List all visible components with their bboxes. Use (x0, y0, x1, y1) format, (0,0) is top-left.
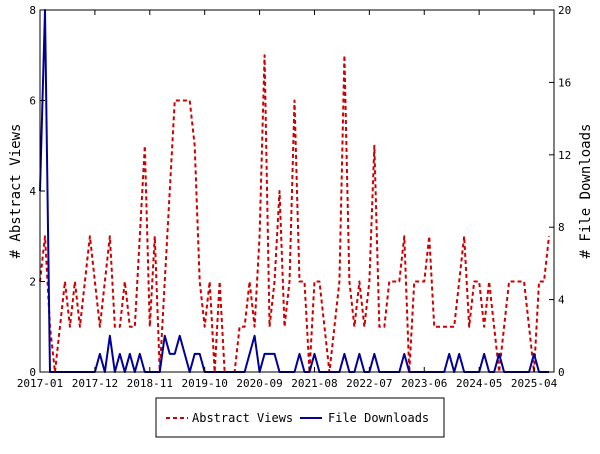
y-right-tick-label: 16 (558, 76, 571, 89)
legend-box (155, 397, 445, 438)
x-tick-label: 2018-11 (127, 377, 173, 390)
legend-label-file-downloads: File Downloads (328, 411, 429, 425)
y-left-tick-label: 4 (29, 185, 36, 198)
y-left-tick-label: 2 (29, 276, 36, 289)
series-line-abstract-views (39, 54, 551, 373)
x-tick-label: 2017-12 (72, 377, 118, 390)
y-right-axis-title: # File Downloads (578, 124, 594, 259)
x-tick-label: 2022-07 (346, 377, 392, 390)
series-line-file-downloads (39, 9, 550, 373)
series-layer (39, 9, 551, 373)
y-right-tick-label: 8 (558, 221, 565, 234)
tick-layer: 0 2 4 6 8 0 4 8 12 16 20 2017-01 2017-12 2018-11 2019-… (17, 4, 571, 390)
y-right-tick-label: 12 (558, 149, 571, 162)
x-tick-label: 2020-09 (236, 377, 282, 390)
x-tick-label: 2023-06 (401, 377, 447, 390)
x-tick-label: 2017-01 (17, 377, 63, 390)
x-tick-label: 2021-08 (291, 377, 337, 390)
y-left-axis-title: # Abstract Views (8, 124, 24, 259)
y-left-tick-label: 0 (29, 366, 36, 379)
y-right-tick-label: 20 (558, 4, 571, 17)
y-left-tick-label: 6 (29, 95, 36, 108)
y-left-tick-label: 8 (29, 4, 36, 17)
y-right-tick-label: 4 (558, 294, 565, 307)
x-tick-label: 2024-05 (456, 377, 502, 390)
x-tick-label: 2019-10 (181, 377, 227, 390)
x-tick-label: 2025-04 (511, 377, 558, 390)
y-right-tick-label: 0 (558, 366, 565, 379)
legend-label-abstract-views: Abstract Views (192, 411, 293, 425)
legend: Abstract Views File Downloads (155, 397, 445, 438)
